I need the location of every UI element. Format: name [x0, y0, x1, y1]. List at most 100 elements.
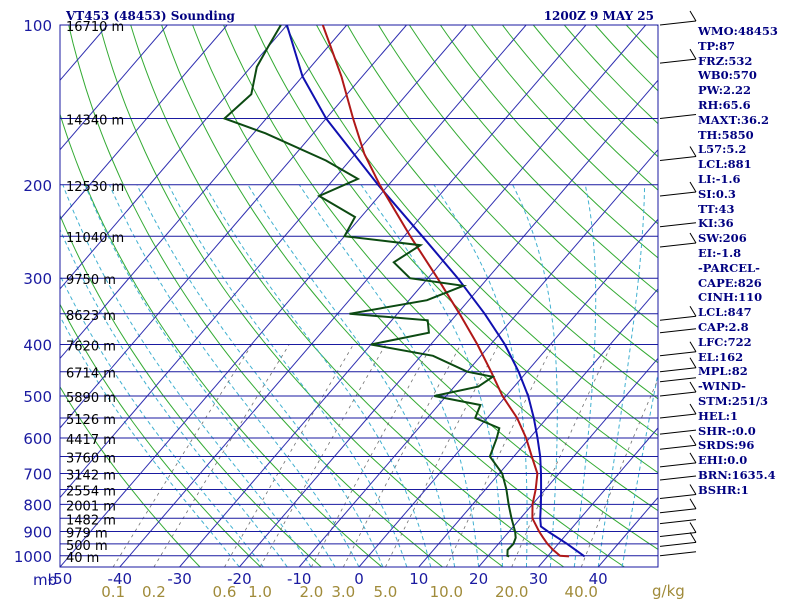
temperature-tick-label: 20: [469, 570, 488, 588]
wind-barb-staff: [659, 113, 697, 119]
height-label: 6714 m: [66, 367, 116, 382]
dry-adiabat-line: [68, 25, 443, 567]
pressure-tick-label: 1000: [14, 548, 52, 566]
wind-barb-staff: [659, 367, 697, 373]
stat-row: LI:-1.6: [698, 171, 741, 186]
wind-barb-flag: [689, 381, 697, 393]
moist-adiabat-line: [433, 184, 528, 567]
wind-barb-flag: [689, 146, 697, 157]
temperature-tick-label: -40: [108, 570, 133, 588]
sounding-time: 1200Z 9 MAY 25: [544, 9, 654, 23]
temperature-trace: [321, 25, 570, 558]
stat-row: L57:5.2: [698, 142, 747, 157]
pressure-unit-label: mb: [33, 571, 57, 589]
stat-row: SRDS:96: [698, 438, 755, 453]
pressure-tick-label: 200: [23, 177, 52, 195]
isotherm-line: [0, 25, 48, 567]
wind-barb-staff: [659, 58, 697, 64]
wind-barb-flag: [689, 306, 697, 317]
wind-barb-flag: [689, 341, 697, 353]
wind-barb-staff: [659, 475, 697, 481]
wind-barb-flag: [689, 403, 697, 415]
pressure-tick-label: 700: [23, 466, 52, 484]
wind-barb-staff: [659, 493, 697, 499]
stat-row: MAXT:36.2: [698, 112, 769, 127]
stat-row: LFC:722: [698, 334, 752, 349]
dry-adiabat-line: [223, 25, 658, 512]
isotherm-line: [478, 357, 658, 567]
dry-adiabat-line: [439, 25, 658, 259]
height-label: 5126 m: [66, 413, 116, 428]
stat-row: TP:87: [698, 38, 736, 53]
moist-adiabat-line: [621, 371, 658, 567]
pressure-tick-label: 100: [23, 17, 52, 35]
mixing-unit-label: g/kg: [652, 582, 685, 600]
stat-row: LCL:847: [698, 305, 752, 320]
station-title: VT453 (48453) Sounding: [65, 9, 236, 23]
height-label: 7620 m: [66, 340, 116, 355]
moist-adiabat-line: [84, 184, 336, 567]
wind-barb-staff: [659, 519, 697, 525]
dry-adiabat-line: [563, 25, 658, 125]
stat-row: PW:2.22: [698, 83, 752, 98]
moist-adiabat-line: [62, 184, 312, 567]
isotherm-line: [179, 25, 647, 567]
wind-barb-staff: [659, 242, 697, 248]
moist-adiabat-line: [60, 315, 240, 567]
moist-adiabat-line: [136, 184, 384, 567]
wind-barb-staff: [659, 315, 697, 321]
temperature-tick-label: 0: [354, 570, 364, 588]
wind-barb-flag: [689, 532, 697, 543]
wind-barb-flag: [689, 181, 697, 193]
temperature-tick-label: -30: [167, 570, 192, 588]
mixing-ratio-lines: [112, 344, 658, 567]
temperature-tick-label: 40: [589, 570, 608, 588]
stat-row: CAPE:826: [698, 275, 762, 290]
isotherm-line: [60, 25, 467, 499]
isotherm-line: [60, 25, 288, 290]
mixing-ratio-label: 40.0: [565, 583, 598, 600]
mixing-ratio-label: 20.0: [495, 583, 528, 600]
moist-adiabat-line: [167, 184, 408, 567]
mixing-ratio-label: 1.0: [248, 583, 272, 600]
wind-barb-staff: [659, 155, 697, 161]
moist-adiabat-line: [247, 184, 456, 567]
pressure-tick-label: 800: [23, 496, 52, 514]
dry-adiabat-line: [254, 25, 658, 474]
moist-adiabat-line: [512, 184, 558, 567]
temperature-tick-label: -10: [287, 570, 312, 588]
isotherms: [0, 25, 658, 567]
stat-row: LCL:881: [698, 157, 752, 172]
stat-row: CAP:2.8: [698, 319, 749, 334]
stat-row: STM:251/3: [698, 393, 769, 408]
dry-adiabat-line: [130, 25, 565, 567]
pressure-tick-label: 600: [23, 430, 52, 448]
dry-adiabat-line: [408, 25, 658, 294]
mixing-ratio-line: [259, 344, 386, 567]
height-label: 2554 m: [66, 484, 116, 499]
stat-row: BRN:1635.4: [698, 467, 776, 482]
dry-adiabat-line: [60, 214, 322, 567]
height-label: 5890 m: [66, 391, 116, 406]
temperature-tick-label: 30: [529, 570, 548, 588]
moist-adiabat-line: [360, 184, 503, 567]
isotherm-line: [60, 25, 407, 429]
mixing-ratio-label: 0.6: [213, 583, 237, 600]
wind-barb-flag: [689, 522, 697, 533]
dry-adiabat-line: [347, 25, 658, 364]
moist-adiabat-line: [298, 184, 480, 567]
mixing-ratio-line: [445, 344, 554, 567]
isotherm-line: [418, 288, 658, 567]
wind-barb-staff: [659, 413, 697, 419]
temperature-tick-label: -20: [227, 570, 252, 588]
stat-row: MPL:82: [698, 364, 748, 379]
moist-adiabat-line: [597, 184, 646, 567]
stat-row: EL:162: [698, 349, 744, 364]
dry-adiabat-line: [502, 25, 658, 191]
wind-barb-staff: [659, 328, 697, 334]
wind-barb-staff: [659, 351, 697, 357]
stat-row: EI:-1.8: [698, 245, 742, 260]
wind-barb-flag: [689, 232, 697, 244]
height-label: 500 m: [66, 539, 108, 554]
